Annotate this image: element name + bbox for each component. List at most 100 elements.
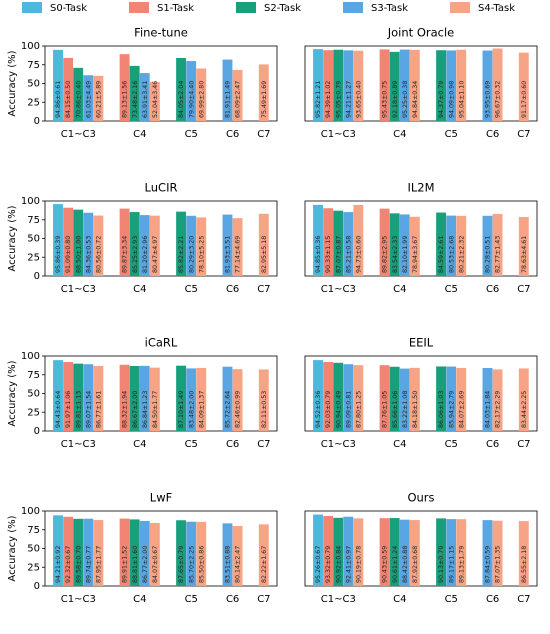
- bar: [73, 363, 84, 431]
- bar: [129, 365, 140, 431]
- bar: [73, 67, 84, 121]
- x-tick-label: C6: [226, 129, 239, 140]
- bar: [482, 215, 493, 276]
- bar: [399, 214, 410, 276]
- bar-value-label: 73.48±2.16: [132, 81, 139, 118]
- bar: [518, 521, 529, 586]
- bar: [186, 368, 197, 431]
- x-tick-label: C6: [486, 594, 499, 605]
- bar: [492, 520, 503, 586]
- bar-value-label: 89.91±1.52: [122, 546, 129, 583]
- bar: [379, 518, 390, 586]
- chart-title: LuCIR: [145, 181, 178, 195]
- bar: [196, 68, 207, 121]
- bar-value-label: 91.17±0.60: [521, 81, 528, 118]
- plot-frame: [304, 45, 538, 122]
- bar: [343, 50, 354, 121]
- bar: [456, 49, 467, 121]
- bar: [83, 364, 94, 431]
- y-axis-label: Accuracy (%): [7, 360, 18, 426]
- bar: [232, 69, 243, 121]
- bar-value-label: 95.04±1.10: [458, 81, 465, 118]
- bar-value-label: 87.84±0.59: [485, 546, 492, 583]
- bar-value-label: 85.66±1.06: [392, 391, 399, 428]
- y-tick-label: 25: [27, 252, 40, 263]
- bar-value-label: 93.32±0.79: [325, 546, 332, 583]
- bar-value-label: 87.07±1.35: [495, 546, 502, 583]
- y-tick-label: 25: [27, 97, 40, 108]
- bar-value-label: 90.13±0.79: [438, 546, 445, 583]
- bar-value-label: 82.17±2.29: [495, 391, 502, 428]
- legend-label: S0-Task: [50, 3, 87, 14]
- x-tick-label: C5: [445, 284, 458, 295]
- bar-value-label: 87.07±0.87: [335, 236, 342, 273]
- y-tick-label: 50: [27, 389, 40, 400]
- x-tick-label: C1~C3: [321, 594, 356, 605]
- bar-value-label: 83.51±0.88: [225, 546, 232, 583]
- bar: [389, 366, 400, 431]
- bar-value-label: 89.09±0.81: [345, 391, 352, 428]
- bar-value-label: 94.43±0.64: [55, 391, 62, 428]
- bar-value-label: 75.49±1.69: [261, 81, 268, 118]
- bar-value-label: 52.04±3.46: [152, 81, 159, 118]
- x-tick-label: C4: [133, 129, 146, 140]
- x-tick-label: C7: [517, 594, 530, 605]
- bar-value-label: 95.05±0.79: [335, 81, 342, 118]
- bar: [343, 364, 354, 431]
- bar-value-label: 85.70±2.25: [188, 546, 195, 583]
- bar: [389, 518, 400, 586]
- bar-value-label: 83.44±2.25: [521, 391, 528, 428]
- bar: [119, 54, 130, 122]
- y-tick-label: 50: [27, 544, 40, 555]
- y-tick-label: 0: [34, 426, 40, 437]
- bar: [83, 212, 94, 276]
- chart-title: IL2M: [407, 181, 434, 195]
- y-tick-label: 25: [27, 407, 40, 418]
- bar-value-label: 87.65±0.79: [178, 546, 185, 583]
- bar-value-label: 84.07±2.69: [458, 391, 465, 428]
- bar: [53, 49, 63, 122]
- bar: [232, 369, 243, 431]
- bar: [63, 516, 74, 586]
- y-axis-label: Accuracy (%): [7, 50, 18, 116]
- chart-title: Fine-tune: [134, 26, 188, 40]
- bar: [222, 523, 233, 586]
- bar: [492, 213, 503, 276]
- bar: [186, 521, 197, 586]
- y-tick-label: 100: [21, 41, 40, 52]
- y-tick-label: 100: [21, 506, 40, 517]
- bar: [409, 216, 420, 276]
- bar: [436, 366, 447, 431]
- bar-value-label: 92.41±0.97: [345, 546, 352, 583]
- x-tick-label: C7: [517, 129, 530, 140]
- bar-value-label: 89.74±0.77: [85, 546, 92, 583]
- bar: [353, 518, 364, 586]
- x-tick-label: C6: [486, 439, 499, 450]
- bar: [399, 519, 410, 586]
- chart-title: iCaRL: [145, 336, 178, 350]
- bar: [129, 212, 140, 276]
- legend-label: S3-Task: [371, 3, 408, 14]
- bar-value-label: 82.11±0.53: [261, 391, 268, 428]
- bar: [313, 360, 323, 431]
- bar: [456, 367, 467, 431]
- y-tick-label: 0: [34, 581, 40, 592]
- bar: [93, 75, 104, 121]
- bar-value-label: 82.10±1.99: [402, 236, 409, 273]
- bar-value-label: 92.03±0.79: [325, 391, 332, 428]
- bar-value-label: 84.05±2.04: [178, 81, 185, 118]
- bar-value-label: 95.26±0.67: [315, 546, 322, 583]
- bar: [73, 518, 84, 586]
- bar-value-label: 94.21±1.27: [345, 81, 352, 118]
- bar: [139, 215, 150, 276]
- x-tick-label: C6: [486, 284, 499, 295]
- bar: [313, 514, 323, 586]
- bar: [139, 365, 150, 431]
- x-tick-label: C5: [185, 129, 198, 140]
- x-tick-label: C6: [226, 284, 239, 295]
- bar: [313, 49, 323, 122]
- bar: [323, 208, 334, 276]
- x-tick-label: C7: [257, 129, 270, 140]
- bar-value-label: 68.09±2.47: [235, 81, 242, 118]
- bar-value-label: 83.48±2.00: [188, 391, 195, 428]
